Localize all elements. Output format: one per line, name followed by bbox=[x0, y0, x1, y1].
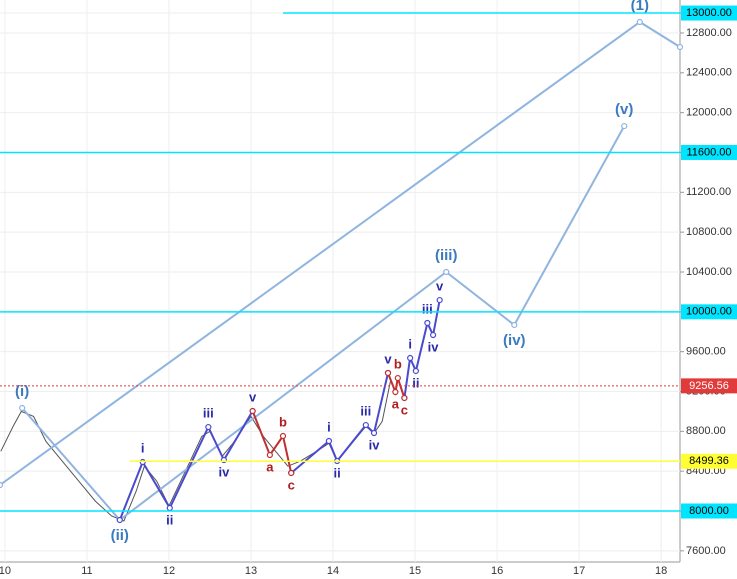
wave-label: iv bbox=[369, 437, 381, 452]
wave-point bbox=[0, 481, 4, 489]
y-tick-label: 10400.00 bbox=[686, 266, 732, 278]
wave-point bbox=[394, 374, 401, 382]
level-label: 13000.00 bbox=[686, 7, 732, 19]
wave-point bbox=[636, 18, 643, 26]
wave-label: iv bbox=[428, 339, 440, 354]
wave-label: iii bbox=[203, 405, 214, 420]
wave-label: ii bbox=[334, 465, 341, 480]
level-badge bbox=[681, 144, 737, 160]
level-badge bbox=[681, 304, 737, 320]
wave-point bbox=[407, 354, 414, 362]
wave-point bbox=[249, 407, 256, 415]
wave-label: b bbox=[279, 414, 287, 429]
x-tick-label: 10 bbox=[0, 565, 11, 577]
wave-label: i bbox=[141, 440, 145, 455]
wave-point bbox=[116, 516, 123, 524]
wave-label: (iv) bbox=[503, 332, 526, 349]
wave-point bbox=[266, 451, 273, 459]
y-tick-label: 12800.00 bbox=[686, 27, 732, 39]
level-label: 9256.56 bbox=[689, 380, 729, 392]
x-tick-label: 16 bbox=[491, 565, 503, 577]
wave-label: v bbox=[249, 389, 257, 404]
y-tick-label: 10800.00 bbox=[686, 226, 732, 238]
y-tick-label: 12000.00 bbox=[686, 107, 732, 119]
wave-point bbox=[279, 432, 287, 440]
wave-point bbox=[511, 321, 518, 329]
level-label: 8000.00 bbox=[689, 505, 729, 517]
level-label: 10000.00 bbox=[686, 306, 732, 318]
wave-point bbox=[424, 319, 431, 327]
y-tick-label: 12400.00 bbox=[686, 67, 732, 79]
wave-label: b bbox=[394, 356, 402, 371]
wave-label: (1) bbox=[631, 0, 649, 14]
wave-label: i bbox=[408, 336, 412, 351]
wave-label: (v) bbox=[615, 101, 633, 118]
wave-label: iii bbox=[422, 301, 433, 316]
wave-point bbox=[412, 367, 419, 375]
wave-point bbox=[401, 394, 408, 402]
level-badge bbox=[681, 5, 737, 21]
wave-point bbox=[443, 268, 450, 276]
wave-line bbox=[118, 299, 441, 521]
wave-point bbox=[166, 504, 173, 512]
wave-label: ii bbox=[412, 375, 419, 390]
y-tick-label: 11200.00 bbox=[686, 186, 731, 198]
x-tick-label: 12 bbox=[163, 565, 175, 577]
wave-line bbox=[251, 372, 406, 474]
level-badge bbox=[681, 503, 737, 519]
level-badge bbox=[681, 453, 737, 469]
wave-point bbox=[288, 469, 295, 477]
x-tick-label: 15 bbox=[409, 565, 421, 577]
wave-label: ii bbox=[166, 512, 173, 527]
wave-label: (ii) bbox=[111, 527, 129, 544]
y-tick-label: 7600.00 bbox=[686, 545, 726, 557]
wave-label: (i) bbox=[15, 383, 29, 400]
wave-point bbox=[436, 296, 443, 304]
x-tick-label: 18 bbox=[655, 565, 667, 577]
wave-label: (iii) bbox=[435, 247, 458, 264]
wave-point bbox=[325, 437, 333, 445]
x-tick-label: 17 bbox=[573, 565, 585, 577]
y-tick-label: 9600.00 bbox=[686, 346, 726, 358]
y-tick-label: 8800.00 bbox=[686, 425, 726, 437]
wave-point bbox=[205, 423, 212, 431]
wave-label: a bbox=[392, 396, 400, 411]
wave-point bbox=[384, 369, 392, 377]
wave-point bbox=[430, 331, 437, 339]
wave-label: c bbox=[288, 477, 295, 492]
wave-label: a bbox=[266, 459, 274, 474]
wave-label: v bbox=[436, 279, 444, 294]
x-tick-label: 13 bbox=[245, 565, 257, 577]
wave-point bbox=[392, 388, 399, 396]
x-tick-label: 11 bbox=[81, 565, 92, 577]
wave-label: i bbox=[327, 419, 331, 434]
level-badge bbox=[681, 378, 737, 394]
wave-point bbox=[370, 429, 378, 437]
wave-point bbox=[621, 122, 628, 130]
wave-point bbox=[676, 43, 684, 51]
level-label: 8499.36 bbox=[689, 455, 729, 467]
level-label: 11600.00 bbox=[686, 146, 731, 158]
wave-label: v bbox=[384, 351, 392, 366]
wave-point bbox=[362, 421, 369, 429]
wave-label: iii bbox=[360, 403, 371, 418]
wave-point bbox=[19, 404, 26, 412]
wave-label: iv bbox=[219, 464, 231, 479]
wave-label: c bbox=[401, 402, 408, 417]
x-tick-label: 14 bbox=[327, 565, 339, 577]
